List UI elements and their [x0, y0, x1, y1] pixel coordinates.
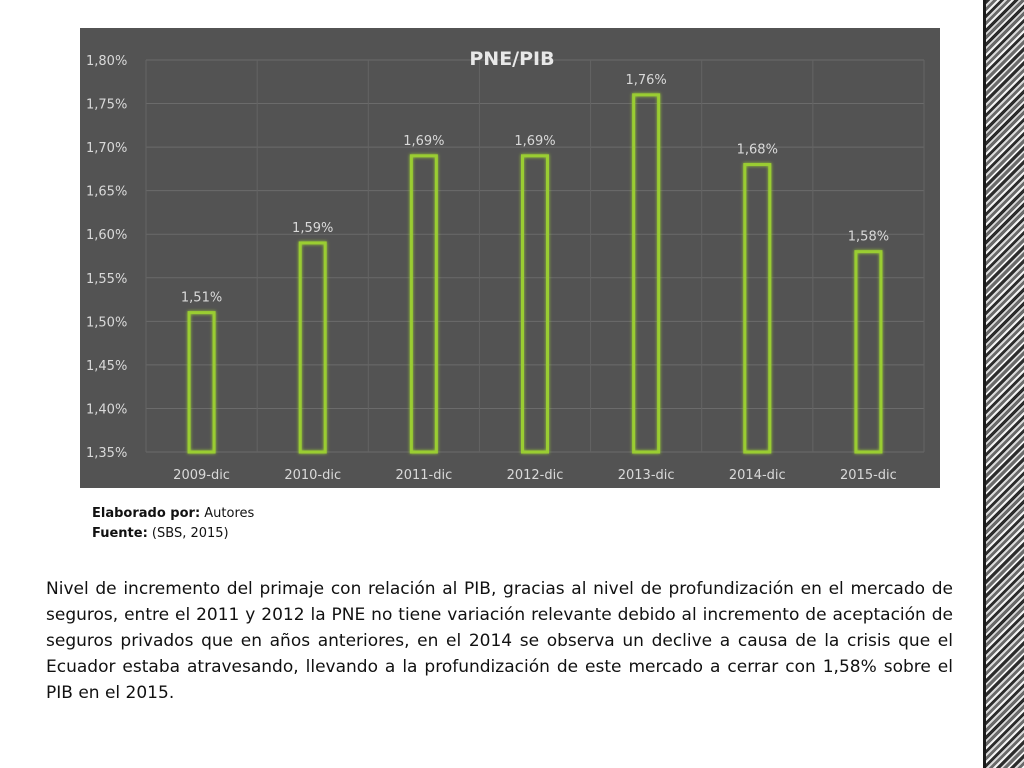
y-tick-label: 1,65%	[86, 185, 127, 200]
bar-2014-dic	[743, 163, 772, 454]
y-tick-label: 1,80%	[86, 54, 127, 69]
side-border-decoration	[986, 0, 1024, 768]
x-tick-label: 2009-dic	[173, 468, 230, 483]
x-tick-label: 2014-dic	[729, 468, 786, 483]
chart-title: PNE/PIB	[469, 48, 554, 70]
fuente-line: Fuente: (SBS, 2015)	[92, 524, 254, 544]
chart-panel: 1,35% 1,40% 1,45% 1,50% 1,55% 1,60% 1,65% 1,70%…	[80, 28, 940, 488]
data-label: 1,68%	[737, 143, 778, 158]
data-label: 1,51%	[181, 291, 222, 306]
elaborado-label: Elaborado por:	[92, 506, 201, 521]
y-tick-label: 1,40%	[86, 402, 127, 417]
bar-2013-dic	[632, 93, 661, 454]
x-tick-label: 2012-dic	[507, 468, 564, 483]
data-label: 1,69%	[403, 134, 444, 149]
fuente-label: Fuente:	[92, 526, 148, 541]
chart-credits: Elaborado por: Autores Fuente: (SBS, 201…	[92, 504, 254, 544]
caption-paragraph: Nivel de incremento del primaje con rela…	[46, 579, 953, 703]
fuente-value: (SBS, 2015)	[147, 526, 229, 541]
x-tick-label: 2011-dic	[395, 468, 452, 483]
bar-2015-dic	[854, 250, 883, 454]
bar-2009-dic	[187, 311, 216, 454]
data-label: 1,69%	[514, 134, 555, 149]
elaborado-value: Autores	[200, 506, 255, 521]
bar-2011-dic	[409, 154, 438, 454]
bar-chart: 1,35% 1,40% 1,45% 1,50% 1,55% 1,60% 1,65% 1,70%…	[86, 48, 925, 483]
y-tick-label: 1,45%	[86, 359, 127, 374]
bar-2012-dic	[521, 154, 549, 454]
elaborado-line: Elaborado por: Autores	[92, 504, 254, 524]
x-tick-label: 2015-dic	[840, 468, 897, 483]
data-label: 1,76%	[625, 73, 666, 88]
y-tick-label: 1,35%	[86, 446, 127, 461]
y-tick-label: 1,60%	[86, 228, 127, 243]
y-tick-label: 1,75%	[86, 98, 127, 113]
data-label: 1,59%	[292, 221, 333, 236]
data-label: 1,58%	[848, 230, 889, 245]
y-tick-label: 1,50%	[86, 315, 127, 330]
y-tick-label: 1,70%	[86, 141, 127, 156]
side-border-line	[983, 0, 986, 768]
y-tick-label: 1,55%	[86, 272, 127, 287]
x-tick-label: 2013-dic	[618, 468, 675, 483]
bar-2010-dic	[298, 241, 327, 454]
x-tick-label: 2010-dic	[284, 468, 341, 483]
